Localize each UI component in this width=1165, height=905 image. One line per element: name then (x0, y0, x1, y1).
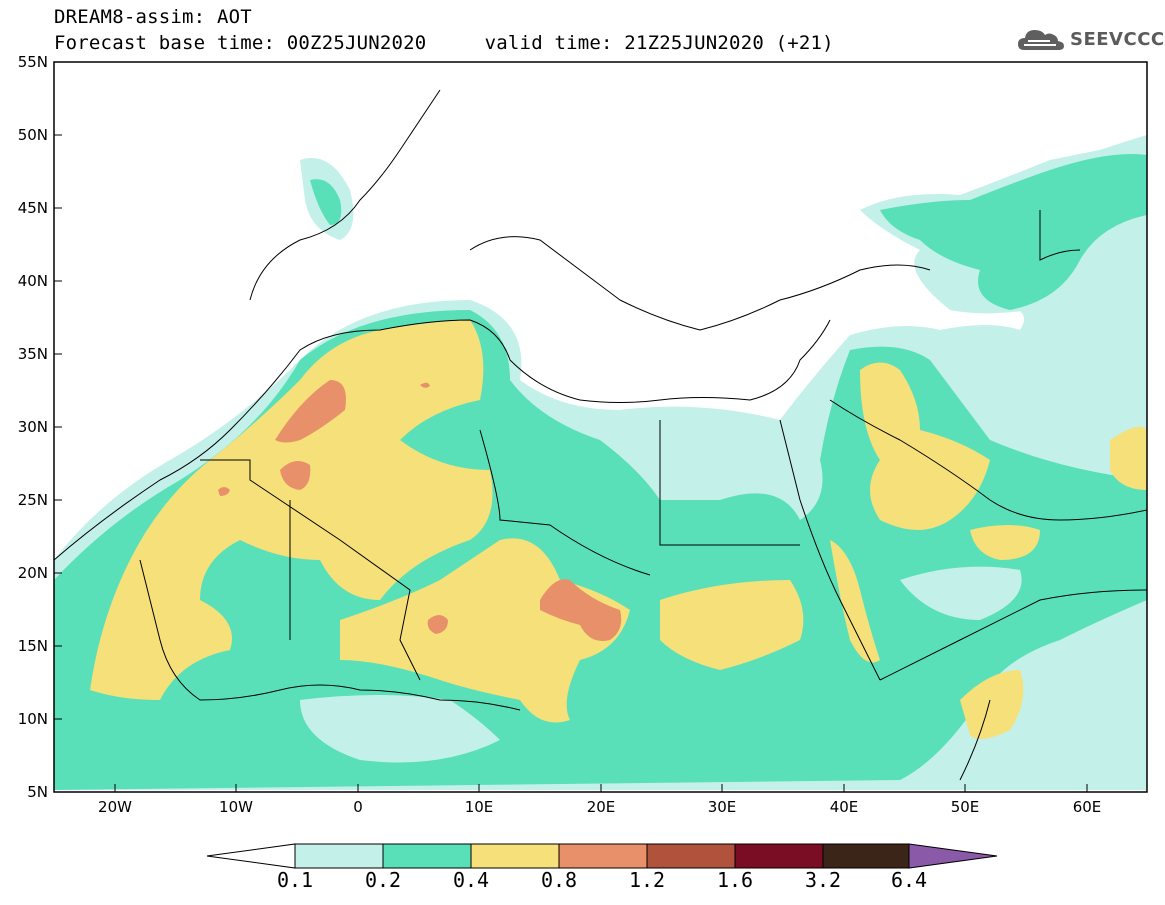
colorbar-label: 0.4 (452, 868, 490, 892)
colorbar-label: 3.2 (804, 868, 842, 892)
lat-label: 55N (18, 53, 48, 71)
seevccc-logo: SEEVCCC (1016, 24, 1165, 54)
colorbar-label: 0.2 (364, 868, 402, 892)
lat-label: 40N (18, 272, 48, 290)
lat-label: 35N (18, 345, 48, 363)
lat-axis: 55N 50N 45N 40N 35N 30N 25N 20N 15N 10N … (18, 53, 62, 801)
colorbar-swatch (646, 843, 736, 869)
colorbar-label: 1.6 (716, 868, 754, 892)
lon-label: 0 (353, 798, 363, 816)
cloud-icon (1018, 30, 1064, 50)
lon-label: 40E (830, 798, 859, 816)
colorbar-swatch (294, 843, 384, 869)
lon-label: 60E (1073, 798, 1102, 816)
map-title: DREAM8-assim: AOT (54, 6, 252, 28)
colorbar-label: 6.4 (890, 868, 928, 892)
colorbar-low-arrow (206, 843, 296, 869)
colorbar-swatch (734, 843, 824, 869)
colorbar-label: 1.2 (628, 868, 666, 892)
lat-label: 50N (18, 126, 48, 144)
lat-label: 10N (18, 710, 48, 728)
colorbar-swatch (558, 843, 648, 869)
lat-label: 15N (18, 637, 48, 655)
colorbar-swatch (470, 843, 560, 869)
colorbar-label: 0.8 (540, 868, 578, 892)
colorbar-swatch (822, 843, 910, 869)
lat-label: 45N (18, 199, 48, 217)
colorbar-high-arrow (908, 843, 998, 869)
colorbar-swatch (382, 843, 472, 869)
forecast-times: Forecast base time: 00Z25JUN2020 valid t… (54, 32, 834, 54)
lat-label: 5N (27, 783, 48, 801)
logo-text: SEEVCCC (1070, 28, 1165, 50)
lon-label: 20E (587, 798, 616, 816)
lon-label: 30E (708, 798, 737, 816)
lon-label: 20W (98, 798, 132, 816)
lat-label: 25N (18, 491, 48, 509)
colorbar-label: 0.1 (276, 868, 314, 892)
lat-label: 20N (18, 564, 48, 582)
lon-axis: 20W 10W 0 10E 20E 30E 40E 50E 60E (98, 784, 1101, 816)
coastlines (54, 89, 1147, 781)
lat-label: 30N (18, 418, 48, 436)
lon-label: 50E (951, 798, 980, 816)
color-bar (206, 843, 998, 869)
aot-field (54, 135, 1147, 790)
lon-label: 10W (219, 798, 253, 816)
lon-label: 10E (465, 798, 494, 816)
